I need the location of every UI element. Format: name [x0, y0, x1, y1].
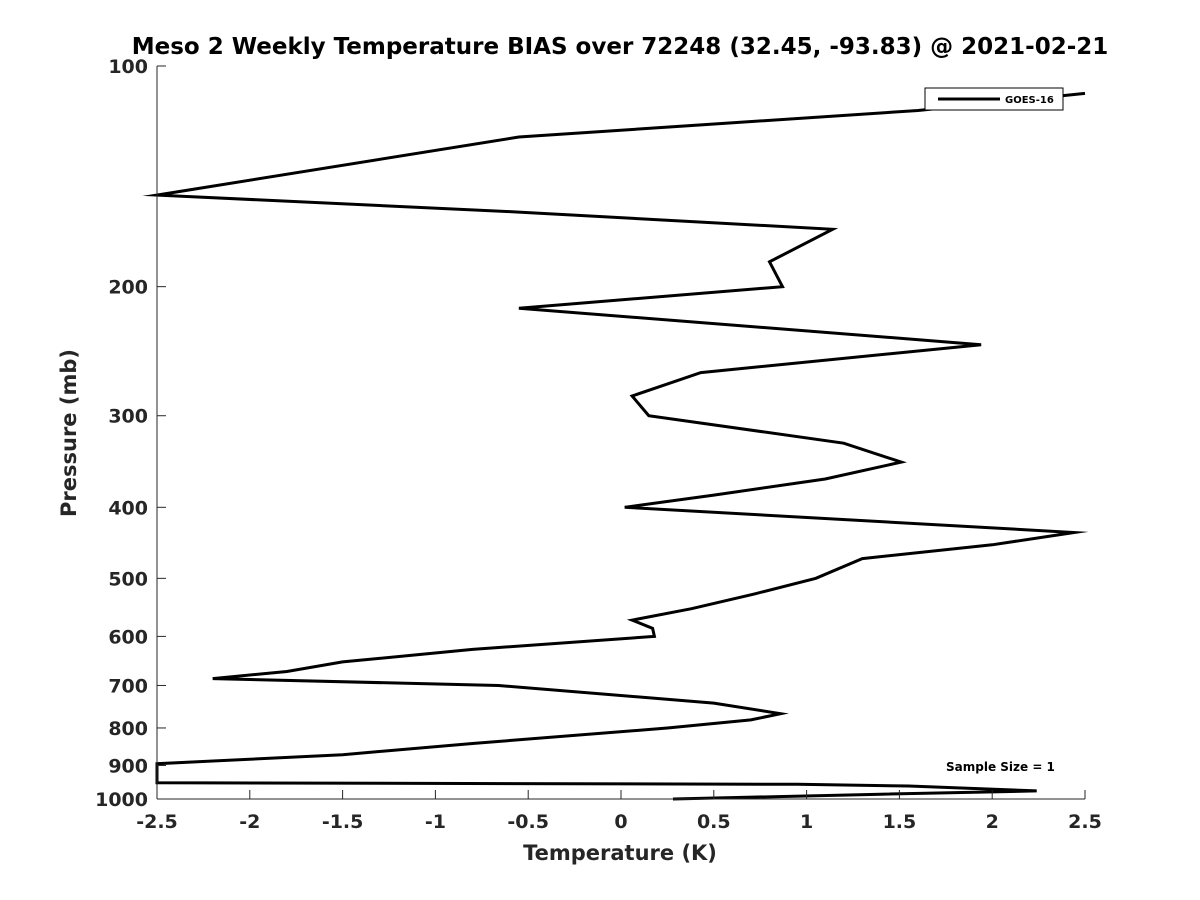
y-axis: 100 200 300 400 500 600 700 800 900 1000: [95, 56, 166, 811]
legend: GOES-16: [924, 87, 1064, 111]
x-tick-label: -0.5: [507, 811, 549, 833]
y-tick-label: 700: [108, 675, 148, 697]
y-tick-label: 400: [108, 497, 148, 519]
y-tick-label: 100: [108, 56, 148, 78]
x-tick-label: 2: [986, 811, 999, 833]
x-tick-label: 1: [800, 811, 813, 833]
plot-area: [142, 91, 1089, 801]
sample-size-annotation: Sample Size = 1: [946, 760, 1055, 774]
x-axis-label: Temperature (K): [523, 841, 717, 865]
x-tick-label: -2.5: [136, 811, 178, 833]
x-tick-label: 0: [614, 811, 627, 833]
y-tick-label: 800: [108, 718, 148, 740]
y-tick-label: 900: [108, 755, 148, 777]
y-tick-label: 200: [108, 277, 148, 299]
chart-title: Meso 2 Weekly Temperature BIAS over 7224…: [132, 34, 1109, 60]
series-line-goes-16: [142, 91, 1089, 801]
y-tick-label: 1000: [95, 789, 148, 811]
x-tick-label: 1.5: [883, 811, 917, 833]
x-tick-label: -2: [239, 811, 260, 833]
y-axis-label: Pressure (mb): [57, 349, 81, 517]
y-tick-label: 300: [108, 406, 148, 428]
y-tick-label: 600: [108, 626, 148, 648]
y-tick-label: 500: [108, 568, 148, 590]
x-axis: -2.5 -2 -1.5 -1 -0.5 0 0.5 1 1.5 2 2.5: [136, 790, 1102, 833]
x-tick-label: 2.5: [1068, 811, 1102, 833]
x-tick-label: 0.5: [697, 811, 731, 833]
legend-label: GOES-16: [1005, 95, 1054, 106]
x-tick-label: -1.5: [322, 811, 364, 833]
x-tick-label: -1: [425, 811, 446, 833]
